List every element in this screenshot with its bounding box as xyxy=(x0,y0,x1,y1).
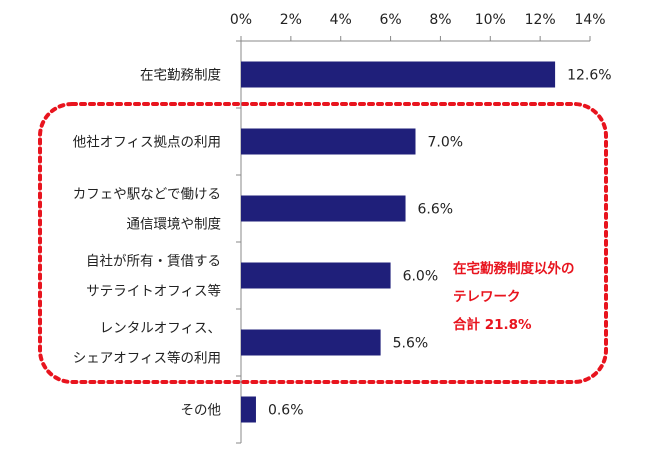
category-label: カフェや駅などで働ける xyxy=(73,187,221,203)
x-tick-label: 0% xyxy=(230,12,252,28)
bar-value-label: 6.0% xyxy=(403,269,439,285)
y-axis-ticks xyxy=(236,40,241,444)
value-labels: 12.6% 7.0% 6.6% 6.0% 5.6% 0.6% xyxy=(268,68,612,419)
bar-value-label: 12.6% xyxy=(567,68,611,84)
highlight-dotted-frame xyxy=(38,102,608,384)
bar xyxy=(241,262,391,289)
category-label: 在宅勤務制度 xyxy=(140,68,221,84)
x-tick-label: 6% xyxy=(379,12,401,28)
category-label: サテライトオフィス等 xyxy=(86,283,221,300)
x-tick-label: 2% xyxy=(280,12,302,28)
x-tick-label: 12% xyxy=(525,12,556,28)
highlight-annotation-line-3: 合計 21.8% xyxy=(453,316,532,333)
bar xyxy=(241,61,556,88)
bar xyxy=(241,128,416,155)
category-labels: 在宅勤務制度他社オフィス拠点の利用カフェや駅などで働ける通信環境や制度自社が所有… xyxy=(73,68,221,419)
x-axis-ticks xyxy=(240,36,591,41)
bar xyxy=(241,329,381,356)
category-label: その他 xyxy=(181,403,222,419)
bar xyxy=(241,396,256,423)
category-label: レンタルオフィス、 xyxy=(100,321,221,337)
x-tick-label: 8% xyxy=(429,12,451,28)
category-label: 通信環境や制度 xyxy=(127,217,222,233)
highlight-annotation: 在宅勤務制度以外の テレワーク 合計 21.8% xyxy=(453,260,575,333)
bar-value-label: 0.6% xyxy=(268,403,304,419)
x-tick-label: 4% xyxy=(330,12,352,28)
bar-value-label: 6.6% xyxy=(418,202,454,218)
bar-value-label: 7.0% xyxy=(428,135,464,151)
category-label: 自社が所有・賃借する xyxy=(86,254,221,270)
bar-value-label: 5.6% xyxy=(393,336,429,352)
bars xyxy=(241,61,556,423)
category-label: シェアオフィス等の利用 xyxy=(73,350,221,367)
highlight-annotation-line-1: 在宅勤務制度以外の xyxy=(453,260,575,277)
x-tick-label: 14% xyxy=(574,12,605,28)
x-axis-tick-labels: 0% 2% 4% 6% 8% 10% 12% 14% xyxy=(230,12,606,28)
highlight-annotation-line-2: テレワーク xyxy=(453,289,521,305)
bar xyxy=(241,195,406,222)
category-label: 他社オフィス拠点の利用 xyxy=(73,135,221,151)
x-tick-label: 10% xyxy=(475,12,506,28)
